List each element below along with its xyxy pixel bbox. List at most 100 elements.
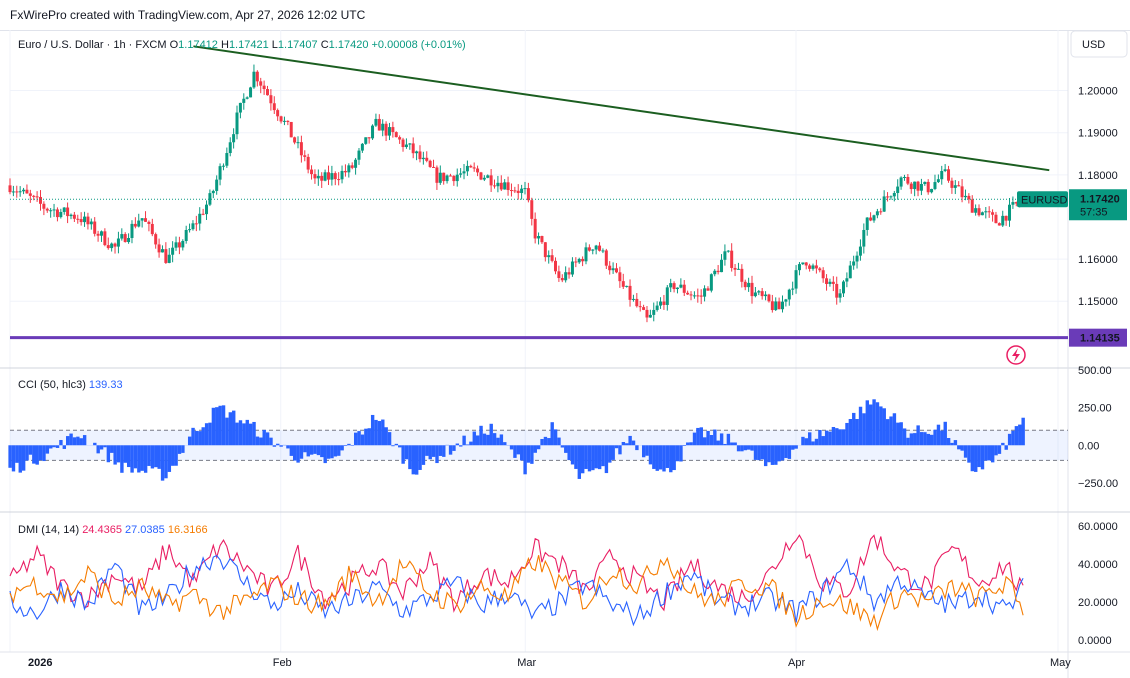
candle-body — [930, 188, 934, 193]
price-tick-label: 1.16000 — [1078, 254, 1118, 266]
dmi-tick-label: 20.0000 — [1078, 597, 1118, 609]
cci-bar — [974, 445, 978, 472]
candle-body — [167, 254, 171, 263]
cci-bar — [757, 445, 761, 461]
currency-button[interactable]: USD — [1070, 30, 1128, 58]
currency-button-label: USD — [1082, 39, 1105, 51]
cci-bar — [533, 445, 537, 453]
cci-bar — [201, 427, 205, 446]
chart-canvas[interactable]: 1.20000 1.19000 1.18000 1.16000 1.15000 EURUS… — [0, 30, 1130, 678]
cci-bar — [652, 445, 656, 469]
candle-body — [371, 125, 375, 139]
candle-body — [967, 195, 971, 200]
candle-body — [442, 172, 446, 182]
cci-bar — [970, 445, 975, 472]
candle-body — [713, 270, 717, 275]
candle-body — [638, 306, 642, 308]
candle-body — [238, 102, 242, 113]
candle-body — [804, 262, 808, 266]
cci-bar — [994, 445, 998, 456]
symbol-badge-label: EURUSD — [1021, 194, 1068, 206]
candle-body — [787, 289, 791, 300]
candle-body — [706, 288, 710, 291]
candle-body — [28, 193, 32, 196]
cci-bar — [892, 413, 897, 446]
cci-bar — [343, 445, 348, 446]
support-badge-bg — [1069, 328, 1127, 347]
cci-bar — [492, 433, 497, 446]
candle-body — [11, 191, 15, 193]
cci-bar — [838, 429, 842, 446]
cci-bar — [103, 445, 107, 448]
cci-tick-label: 500.00 — [1078, 365, 1112, 377]
candle-body — [533, 218, 537, 239]
candle-body — [899, 177, 903, 187]
cci-bar — [140, 445, 144, 471]
candle-body — [164, 249, 168, 263]
candle-body — [286, 120, 290, 122]
cci-bar — [462, 435, 466, 446]
cci-bar — [218, 405, 222, 446]
cci-bar — [550, 422, 554, 446]
candle-body — [977, 208, 981, 216]
candle-body — [184, 229, 188, 241]
candle-body — [845, 278, 849, 282]
candle-body — [147, 221, 151, 224]
candle-body — [266, 89, 270, 96]
candle-body — [476, 168, 480, 173]
cci-bar — [750, 445, 754, 451]
candle-body — [1014, 202, 1018, 204]
cci-bar — [323, 445, 327, 464]
lightning-icon — [1006, 345, 1026, 365]
candle-body — [445, 175, 449, 182]
candle-body — [401, 139, 405, 148]
cci-bar — [767, 445, 771, 463]
cci-tick-label: 250.00 — [1078, 403, 1112, 415]
candle-body — [472, 167, 476, 169]
cci-bar — [11, 445, 16, 472]
cci-bar — [137, 445, 141, 473]
cci-bar — [763, 445, 768, 467]
cci-bar — [631, 440, 636, 446]
cci-bar — [543, 436, 548, 446]
cci-bar — [479, 425, 483, 446]
cci-bar — [360, 434, 365, 446]
cci-bar — [272, 445, 277, 447]
candle-body — [587, 247, 591, 251]
candle-body — [455, 174, 459, 182]
cci-bar — [106, 445, 111, 463]
cci-bar — [509, 445, 514, 450]
cci-bar — [157, 445, 161, 469]
candle-body — [116, 238, 120, 247]
cci-bar — [940, 430, 944, 446]
candle-body — [465, 165, 469, 172]
cci-bar — [435, 445, 439, 464]
cci-bar — [232, 410, 236, 446]
cci-bar — [187, 436, 192, 446]
candle-body — [628, 285, 632, 300]
candle-body — [760, 291, 764, 297]
candle-body — [791, 288, 795, 290]
candle-body — [374, 118, 378, 126]
candle-body — [52, 209, 56, 211]
cci-bar — [469, 441, 473, 446]
candle-body — [435, 167, 439, 183]
candle-body — [513, 190, 517, 192]
cci-bar — [662, 445, 666, 472]
candle-body — [499, 182, 503, 190]
cci-bar — [794, 445, 798, 449]
candle-body — [642, 307, 646, 310]
candle-body — [62, 207, 66, 212]
candle-body — [201, 213, 205, 215]
candle-body — [543, 242, 547, 258]
cci-bar — [221, 405, 226, 446]
cci-bar — [584, 445, 588, 469]
cci-bar — [215, 407, 219, 446]
candle-body — [635, 298, 639, 307]
candle-body — [598, 245, 602, 251]
candle-body — [902, 176, 906, 178]
candle-body — [631, 298, 635, 300]
cci-bar — [398, 445, 402, 448]
candle-body — [689, 294, 693, 296]
